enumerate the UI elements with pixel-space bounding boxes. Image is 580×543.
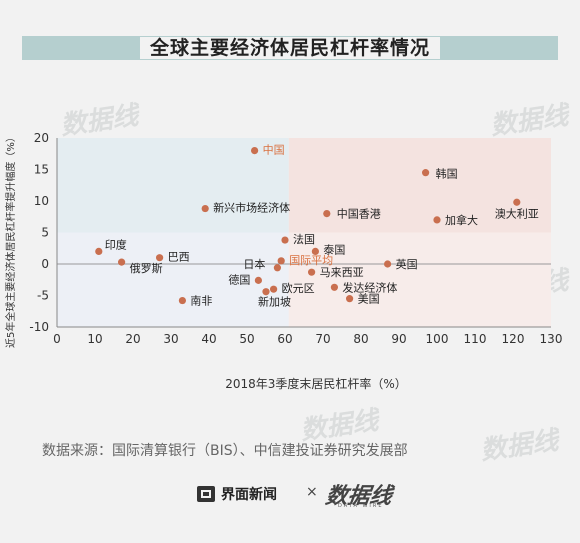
data-point-label: 欧元区 [282, 282, 315, 295]
data-point [254, 276, 262, 284]
data-point-label: 澳大利亚 [495, 206, 539, 220]
y-tick-label: 10 [34, 194, 49, 208]
quadrant-bottom-left [57, 232, 289, 327]
data-point-label: 中国香港 [337, 208, 381, 221]
x-tick-label: 40 [201, 332, 216, 346]
data-point-label: 中国 [263, 144, 285, 157]
data-point [178, 296, 186, 305]
data-point-label: 南非 [190, 295, 212, 308]
y-tick-label: -5 [37, 289, 49, 303]
data-point [513, 198, 521, 206]
data-point-label: 马来西亚 [320, 266, 364, 279]
x-axis-label: 2018年3季度末居民杠杆率（%） [225, 376, 407, 391]
data-point-label: 印度 [105, 237, 127, 251]
x-tick-label: 70 [315, 332, 330, 346]
quadrant-bottom-right [288, 232, 551, 327]
data-point-label: 加拿大 [445, 213, 478, 227]
data-point [433, 216, 441, 224]
quadrant-top-right [288, 138, 551, 233]
data-point-label: 国际平均 [289, 254, 333, 267]
data-point-label: 日本 [243, 257, 265, 271]
jiemian-logo-icon [197, 486, 215, 502]
data-point [277, 257, 285, 265]
brand-separator: × [306, 484, 318, 500]
data-point [201, 204, 209, 213]
y-tick-label: -10 [29, 320, 49, 334]
data-point [281, 236, 289, 244]
x-tick-label: 20 [125, 332, 140, 346]
data-point-label: 韩国 [436, 167, 458, 181]
x-tick-label: 30 [163, 332, 178, 346]
data-point-label: 美国 [358, 293, 380, 306]
x-tick-label: 100 [426, 332, 449, 346]
data-point [346, 295, 354, 303]
data-point [262, 288, 270, 296]
data-point-label: 新兴市场经济体 [213, 201, 290, 215]
y-tick-label: 20 [34, 131, 49, 145]
data-point [330, 283, 338, 291]
data-point-label: 英国 [396, 257, 418, 271]
data-point-label: 俄罗斯 [130, 262, 163, 275]
data-point [422, 169, 430, 177]
data-point-label: 巴西 [168, 251, 190, 264]
data-point [270, 285, 278, 293]
y-tick-label: 5 [41, 226, 49, 240]
y-tick-label: 0 [41, 257, 49, 271]
x-tick-label: 120 [502, 332, 525, 346]
x-tick-label: 0 [53, 332, 61, 346]
data-point-label: 发达经济体 [342, 280, 397, 294]
data-point [156, 254, 164, 262]
data-point [95, 247, 103, 255]
data-point [311, 247, 319, 255]
x-tick-label: 90 [391, 332, 406, 346]
scatter-chart: 0 10 20 30 40 50 60 70 80 90 100 110 120 130 -10 -5 0 5 10… [4, 131, 563, 391]
data-point-label: 德国 [228, 272, 250, 286]
brand-jiemian: 界面新闻 [221, 487, 277, 503]
x-tick-label: 80 [353, 332, 368, 346]
y-axis-label: 近5年全球主要经济体居民杠杆率提升幅度（%） [4, 132, 17, 348]
chart-title: 全球主要经济体居民杠杆率情况 [0, 33, 580, 60]
data-source-note: 数据来源：国际清算银行（BIS）、中信建投证券研究发展部 [42, 443, 408, 459]
data-point [384, 260, 392, 268]
quadrant-top-left [57, 138, 289, 233]
x-tick-label: 60 [277, 332, 292, 346]
y-tick-label: 15 [34, 163, 49, 177]
data-point [323, 210, 331, 218]
data-point-label: 法国 [293, 232, 315, 246]
data-point-label: 泰国 [323, 242, 345, 256]
x-tick-label: 110 [464, 332, 487, 346]
data-point-label: 新加坡 [258, 295, 291, 309]
brand-datawire-sub: DATA WIRE [338, 503, 384, 509]
data-point [273, 264, 281, 272]
data-point [308, 268, 316, 276]
x-tick-label: 130 [540, 332, 563, 346]
data-point [118, 258, 126, 266]
x-tick-label: 10 [87, 332, 102, 346]
x-tick-label: 50 [239, 332, 254, 346]
data-point [251, 147, 259, 155]
